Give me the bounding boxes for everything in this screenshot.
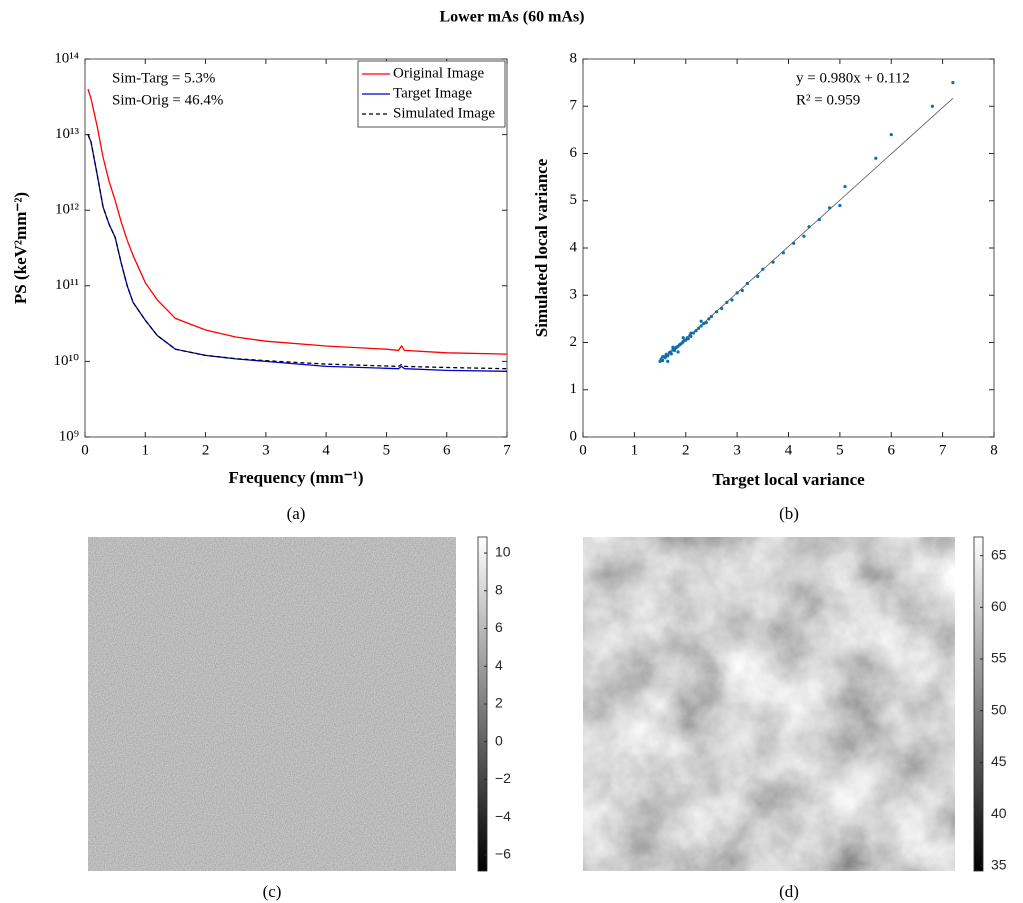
colorbar-tick-label: 55: [991, 650, 1007, 666]
y-tick-label: 10¹⁴: [54, 50, 79, 66]
x-tick-label: 1: [631, 442, 639, 458]
scatter-point: [817, 218, 821, 222]
caption: (c): [263, 882, 282, 901]
x-tick-label: 2: [202, 442, 210, 458]
x-axis-label: Frequency (mm⁻¹): [228, 468, 363, 487]
annotation: R² = 0.959: [796, 92, 860, 108]
colorbar-tick-label: −4: [495, 808, 511, 824]
series-line: [87, 88, 508, 355]
y-tick-label: 6: [570, 145, 578, 161]
image: [583, 537, 955, 871]
y-tick-label: 10¹³: [55, 126, 79, 142]
x-axis-label: Target local variance: [712, 470, 865, 489]
plot-area: [582, 58, 995, 438]
colorbar-tick-label: 50: [991, 701, 1007, 717]
scatter-point: [681, 336, 685, 340]
scatter-point: [694, 329, 698, 333]
y-tick-label: 10¹⁰: [53, 353, 79, 369]
y-tick-label: 7: [570, 98, 578, 114]
x-tick-label: 4: [785, 442, 793, 458]
scatter-point: [802, 234, 806, 238]
x-tick-label: 1: [142, 442, 150, 458]
scatter-point: [740, 288, 744, 293]
annotation: y = 0.980x + 0.112: [796, 70, 910, 86]
y-tick-label: 0: [570, 428, 578, 444]
y-axis-label: Simulated local variance: [532, 158, 551, 337]
y-tick-label: 8: [570, 50, 578, 66]
figure-title: Lower mAs (60 mAs): [439, 9, 584, 26]
scatter-point: [696, 326, 701, 330]
legend-label: Original Image: [393, 65, 485, 81]
colorbar-tick-label: 8: [495, 581, 503, 597]
scatter-point: [699, 324, 703, 328]
caption: (d): [779, 882, 799, 901]
y-tick-label: 5: [570, 192, 578, 208]
colorbar-tick-label: 6: [495, 619, 503, 635]
scatter-point: [730, 298, 734, 302]
y-axis-label: PS (keV²mm⁻²): [11, 192, 30, 304]
series-line: [87, 134, 508, 370]
colorbar-tick-label: 10: [495, 544, 511, 560]
caption: (a): [287, 504, 306, 523]
y-tick-label: 4: [570, 239, 578, 255]
colorbar-tick-label: −6: [495, 846, 511, 862]
image: [88, 537, 456, 871]
scatter-point: [666, 359, 670, 363]
colorbar-tick-label: 45: [991, 753, 1007, 769]
colorbar: [973, 536, 984, 872]
colorbar-tick-label: 4: [495, 657, 503, 673]
scatter-point: [930, 104, 934, 108]
y-tick-label: 10⁹: [59, 428, 79, 444]
scatter-point: [691, 331, 696, 335]
fit-line: [659, 98, 954, 363]
colorbar-tick-label: 60: [991, 598, 1007, 614]
x-tick-label: 0: [579, 442, 587, 458]
x-tick-label: 6: [443, 442, 451, 458]
scatter-point: [704, 321, 708, 325]
x-tick-label: 2: [682, 442, 690, 458]
y-tick-label: 1: [570, 381, 578, 397]
y-tick-label: 3: [570, 287, 578, 303]
scatter-point: [874, 156, 878, 160]
x-tick-label: 3: [733, 442, 741, 458]
scatter-point: [661, 355, 665, 359]
scatter-point: [838, 203, 842, 208]
colorbar-tick-label: −2: [495, 770, 511, 786]
legend-label: Simulated Image: [393, 105, 495, 121]
legend-label: Target Image: [393, 85, 472, 101]
y-tick-label: 2: [570, 334, 578, 350]
scatter-point: [702, 322, 706, 326]
colorbar-tick-label: 0: [495, 732, 503, 748]
scatter-point: [756, 274, 760, 278]
x-tick-label: 6: [888, 442, 896, 458]
scatter-point: [676, 350, 680, 354]
annotation: Sim-Targ = 5.3%: [112, 70, 215, 86]
scatter-point: [843, 184, 847, 189]
scatter-point: [951, 81, 955, 85]
x-tick-label: 0: [81, 442, 89, 458]
colorbar-tick-label: 2: [495, 695, 503, 711]
scatter-point: [889, 133, 893, 137]
colorbar-tick-label: 35: [991, 857, 1007, 873]
colorbar-tick-label: 40: [991, 805, 1007, 821]
x-tick-label: 5: [836, 442, 844, 458]
x-tick-label: 5: [383, 442, 391, 458]
x-tick-label: 7: [939, 442, 947, 458]
y-tick-label: 10¹¹: [55, 277, 79, 293]
colorbar-tick-label: 65: [991, 546, 1007, 562]
caption: (b): [779, 504, 799, 523]
y-tick-label: 10¹²: [55, 202, 79, 218]
x-tick-label: 7: [503, 442, 511, 458]
scatter-point: [671, 345, 675, 349]
x-tick-label: 3: [262, 442, 270, 458]
x-tick-label: 8: [990, 442, 998, 458]
x-tick-label: 4: [322, 442, 330, 458]
annotation: Sim-Orig = 46.4%: [112, 92, 223, 108]
scatter-point: [699, 319, 703, 323]
